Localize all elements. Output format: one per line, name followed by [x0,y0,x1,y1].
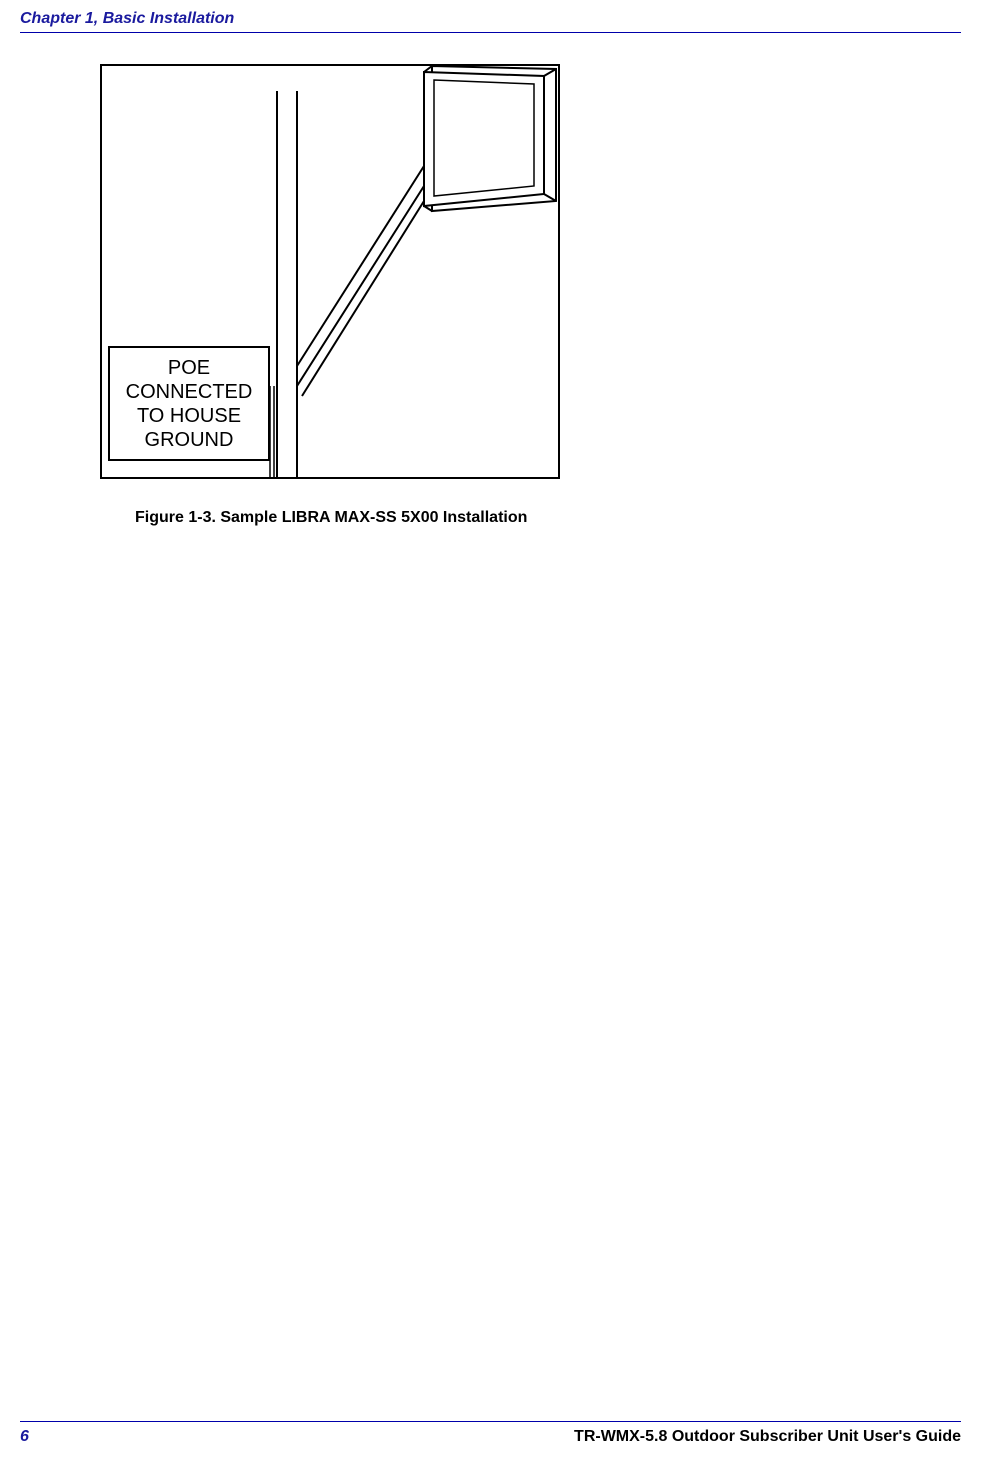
header-rule [20,32,961,33]
figure-caption: Figure 1-3. Sample LIBRA MAX-SS 5X00 Ins… [135,509,981,527]
poe-line-1: POE [168,356,210,380]
poe-label-box: POE CONNECTED TO HOUSE GROUND [108,346,270,461]
installation-diagram: POE CONNECTED TO HOUSE GROUND [100,64,560,479]
poe-line-3: TO HOUSE [137,404,241,428]
poe-line-2: CONNECTED [126,380,253,404]
chapter-title: Chapter 1, Basic Installation [20,10,961,28]
page-footer: 6 TR-WMX-5.8 Outdoor Subscriber Unit Use… [20,1421,961,1446]
document-title: TR-WMX-5.8 Outdoor Subscriber Unit User'… [574,1428,961,1446]
page-number: 6 [20,1428,29,1446]
page-header: Chapter 1, Basic Installation [0,0,981,39]
footer-rule [20,1421,961,1422]
figure-container: POE CONNECTED TO HOUSE GROUND Figure 1-3… [100,64,981,527]
poe-line-4: GROUND [145,428,234,452]
footer-content: 6 TR-WMX-5.8 Outdoor Subscriber Unit Use… [20,1428,961,1446]
